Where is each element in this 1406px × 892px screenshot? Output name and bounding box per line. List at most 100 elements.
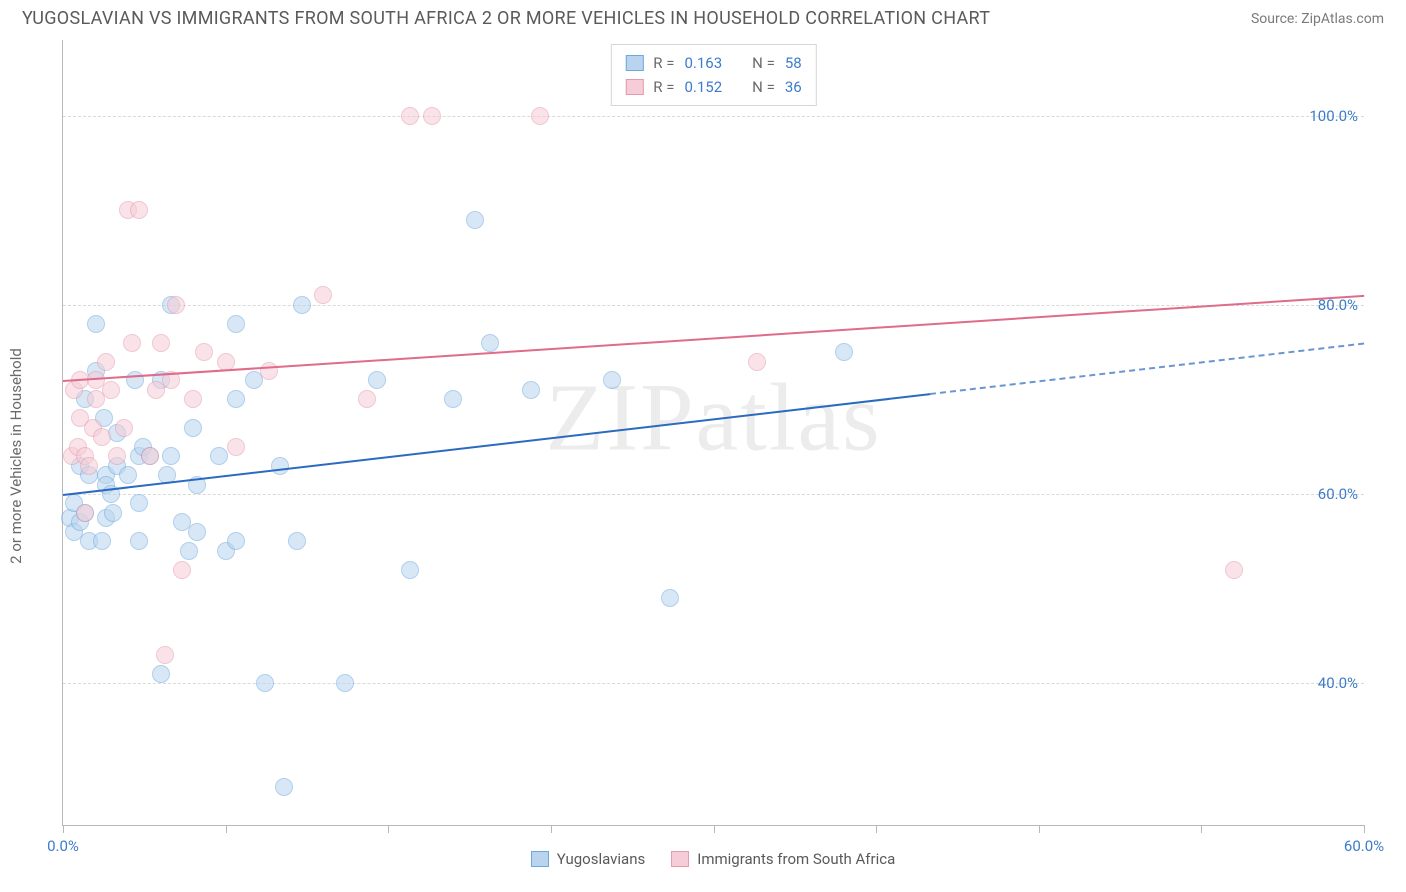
legend-item-2: Immigrants from South Africa	[671, 850, 895, 868]
stats-row: R = 0.152 N = 36	[625, 75, 801, 99]
R-value: 0.152	[684, 75, 722, 99]
data-point	[481, 334, 499, 352]
y-tick-label: 40.0%	[1318, 674, 1358, 692]
data-point	[195, 343, 213, 361]
stats-swatch	[625, 79, 643, 95]
chart-title: YUGOSLAVIAN VS IMMIGRANTS FROM SOUTH AFR…	[22, 8, 990, 29]
N-label: N =	[752, 75, 775, 99]
legend-swatch-2	[671, 851, 689, 867]
x-tick	[714, 825, 715, 833]
chart-container: 2 or more Vehicles in Household ZIPatlas…	[22, 40, 1384, 872]
trend-line	[63, 393, 931, 496]
x-tick	[1201, 825, 1202, 833]
data-point	[104, 504, 122, 522]
legend-label-2: Immigrants from South Africa	[697, 850, 895, 868]
data-point	[522, 381, 540, 399]
data-point	[271, 457, 289, 475]
data-point	[141, 447, 159, 465]
data-point	[188, 523, 206, 541]
data-point	[180, 542, 198, 560]
plot-area: ZIPatlas R = 0.163 N = 58 R = 0.152 N = 36 40.0…	[62, 40, 1364, 826]
data-point	[156, 646, 174, 664]
gridline	[63, 494, 1364, 495]
data-point	[93, 532, 111, 550]
data-point	[1225, 561, 1243, 579]
bottom-legend: Yugoslavians Immigrants from South Afric…	[62, 846, 1364, 872]
x-tick	[63, 825, 64, 833]
data-point	[217, 353, 235, 371]
data-point	[401, 107, 419, 125]
data-point	[80, 457, 98, 475]
source-label: Source: ZipAtlas.com	[1251, 11, 1384, 27]
data-point	[531, 107, 549, 125]
data-point	[444, 390, 462, 408]
data-point	[130, 201, 148, 219]
watermark-text: ZIPatlas	[546, 361, 882, 472]
legend-item-1: Yugoslavians	[531, 850, 646, 868]
data-point	[108, 447, 126, 465]
data-point	[227, 315, 245, 333]
gridline	[63, 116, 1364, 117]
N-value: 36	[785, 75, 802, 99]
data-point	[227, 390, 245, 408]
data-point	[227, 438, 245, 456]
stats-row: R = 0.163 N = 58	[625, 51, 801, 75]
x-tick	[1364, 825, 1365, 833]
legend-swatch-1	[531, 851, 549, 867]
y-axis-label: 2 or more Vehicles in Household	[7, 348, 25, 564]
data-point	[119, 466, 137, 484]
data-point	[76, 504, 94, 522]
x-tick	[876, 825, 877, 833]
data-point	[115, 419, 133, 437]
data-point	[288, 532, 306, 550]
R-label: R =	[653, 75, 674, 99]
stats-swatch	[625, 55, 643, 71]
x-tick	[551, 825, 552, 833]
stats-legend: R = 0.163 N = 58 R = 0.152 N = 36	[610, 44, 816, 106]
data-point	[466, 211, 484, 229]
data-point	[87, 315, 105, 333]
data-point	[260, 362, 278, 380]
legend-label-1: Yugoslavians	[557, 850, 646, 868]
x-tick	[388, 825, 389, 833]
data-point	[130, 494, 148, 512]
R-value: 0.163	[684, 51, 722, 75]
R-label: R =	[653, 51, 674, 75]
data-point	[748, 353, 766, 371]
trend-line	[930, 343, 1364, 395]
data-point	[293, 296, 311, 314]
data-point	[184, 390, 202, 408]
data-point	[314, 286, 332, 304]
N-value: 58	[785, 51, 802, 75]
data-point	[256, 674, 274, 692]
data-point	[227, 532, 245, 550]
data-point	[97, 353, 115, 371]
data-point	[401, 561, 419, 579]
data-point	[173, 561, 191, 579]
data-point	[603, 371, 621, 389]
y-tick-label: 60.0%	[1318, 485, 1358, 503]
data-point	[336, 674, 354, 692]
data-point	[102, 381, 120, 399]
data-point	[210, 447, 228, 465]
data-point	[184, 419, 202, 437]
data-point	[423, 107, 441, 125]
trend-line	[63, 295, 1364, 382]
data-point	[152, 334, 170, 352]
N-label: N =	[752, 51, 775, 75]
x-tick	[226, 825, 227, 833]
data-point	[661, 589, 679, 607]
data-point	[130, 532, 148, 550]
y-tick-label: 100.0%	[1309, 107, 1358, 125]
data-point	[368, 371, 386, 389]
gridline	[63, 305, 1364, 306]
data-point	[835, 343, 853, 361]
data-point	[167, 296, 185, 314]
data-point	[152, 665, 170, 683]
data-point	[93, 428, 111, 446]
data-point	[358, 390, 376, 408]
data-point	[123, 334, 141, 352]
data-point	[275, 778, 293, 796]
data-point	[162, 447, 180, 465]
x-tick	[1039, 825, 1040, 833]
